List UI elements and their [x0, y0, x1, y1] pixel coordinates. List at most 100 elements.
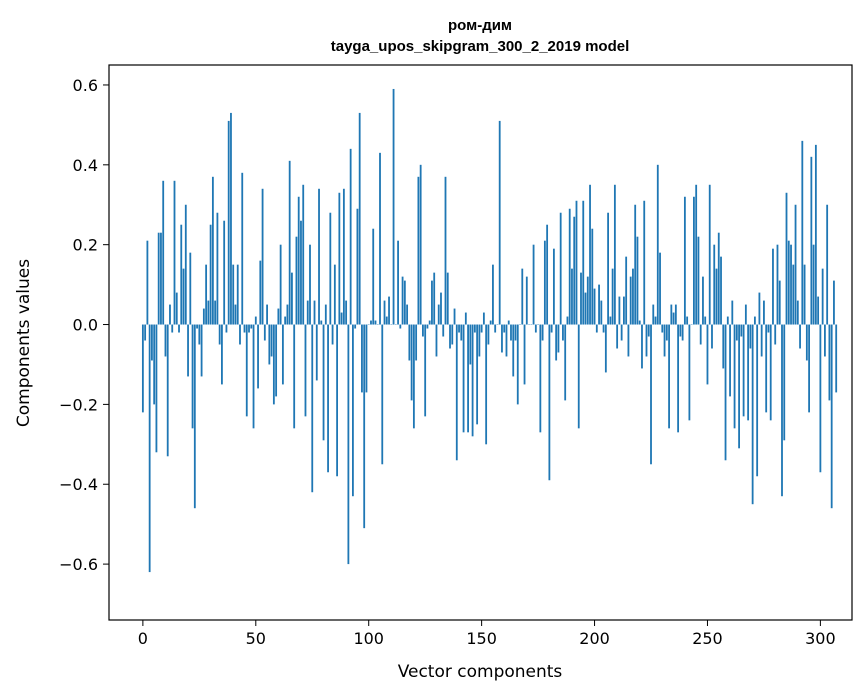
- bar-293: [803, 264, 806, 325]
- bar-271: [753, 316, 756, 325]
- bar-47: [248, 324, 250, 333]
- bar-229: [659, 252, 661, 325]
- bar-195: [582, 200, 585, 325]
- bar-279: [772, 248, 774, 325]
- bar-41: [234, 304, 237, 325]
- bar-183: [555, 324, 558, 361]
- y-tick-label: −0.2: [59, 395, 98, 414]
- y-tick-label: 0.0: [73, 316, 98, 335]
- bar-265: [740, 324, 743, 337]
- bar-86: [336, 324, 338, 477]
- bar-77: [315, 324, 318, 381]
- bar-170: [525, 276, 528, 325]
- bar-284: [783, 324, 786, 441]
- bar-202: [598, 284, 600, 325]
- bar-250: [706, 324, 709, 385]
- x-tick-label: 0: [138, 629, 148, 648]
- bar-128: [431, 280, 433, 325]
- bar-181: [550, 324, 553, 333]
- bar-232: [665, 324, 668, 341]
- bar-203: [600, 300, 603, 325]
- bar-40: [232, 264, 235, 325]
- bar-296: [810, 156, 813, 325]
- bar-303: [826, 204, 829, 325]
- bar-1: [144, 324, 147, 341]
- bar-290: [796, 300, 799, 325]
- bar-212: [620, 324, 623, 341]
- bar-252: [711, 324, 713, 349]
- bar-169: [523, 324, 526, 385]
- bar-136: [449, 324, 451, 349]
- bar-154: [489, 320, 492, 325]
- bar-22: [191, 324, 194, 429]
- bar-285: [785, 192, 788, 325]
- bar-193: [577, 324, 580, 429]
- bar-177: [541, 324, 544, 341]
- bar-165: [514, 324, 517, 341]
- bar-155: [492, 264, 494, 325]
- bar-270: [751, 324, 754, 505]
- bar-121: [415, 324, 418, 361]
- bar-280: [774, 324, 777, 345]
- bar-126: [426, 324, 429, 329]
- bar-60: [277, 308, 280, 325]
- bar-224: [647, 324, 650, 337]
- bar-35: [221, 324, 223, 385]
- bar-73: [306, 300, 309, 325]
- bar-217: [632, 268, 634, 325]
- bar-31: [211, 176, 214, 325]
- bar-148: [476, 324, 479, 425]
- bar-108: [385, 316, 388, 325]
- bar-259: [726, 316, 729, 325]
- bar-124: [422, 324, 424, 337]
- bar-256: [720, 256, 722, 325]
- bar-173: [532, 244, 535, 325]
- bar-28: [205, 264, 208, 325]
- bar-304: [828, 324, 831, 401]
- bar-156: [494, 324, 497, 333]
- bar-115: [401, 276, 404, 325]
- bar-295: [808, 324, 810, 413]
- bar-200: [593, 288, 596, 325]
- bar-81: [324, 304, 327, 325]
- bar-109: [388, 296, 390, 325]
- bar-127: [428, 320, 431, 325]
- bar-132: [440, 292, 442, 325]
- bar-11: [166, 324, 169, 457]
- x-tick-label: 50: [246, 629, 266, 648]
- bar-247: [699, 324, 702, 345]
- bar-220: [638, 320, 641, 325]
- bar-151: [482, 312, 485, 325]
- bar-125: [424, 324, 427, 417]
- bar-64: [286, 304, 289, 325]
- bar-30: [209, 224, 212, 325]
- bar-179: [546, 224, 549, 325]
- bar-245: [695, 184, 698, 325]
- bar-196: [584, 292, 587, 325]
- y-tick-label: 0.4: [73, 156, 98, 175]
- bar-139: [455, 324, 458, 461]
- bar-238: [679, 324, 682, 337]
- bar-75: [311, 324, 314, 493]
- bar-182: [552, 248, 555, 325]
- bar-162: [507, 320, 510, 325]
- bar-248: [702, 276, 704, 325]
- bar-130: [435, 324, 438, 357]
- bar-269: [749, 324, 752, 349]
- bar-251: [708, 184, 711, 325]
- bar-246: [697, 236, 700, 325]
- bar-291: [799, 324, 801, 349]
- bar-141: [460, 324, 463, 341]
- bar-249: [704, 316, 707, 325]
- bar-190: [571, 268, 573, 325]
- bar-180: [548, 324, 551, 481]
- bar-89: [342, 188, 345, 325]
- bar-287: [790, 244, 792, 325]
- bar-23: [193, 324, 196, 509]
- bar-107: [383, 300, 386, 325]
- bar-17: [180, 224, 183, 325]
- bar-219: [636, 236, 639, 325]
- bar-74: [309, 244, 311, 325]
- bar-71: [302, 184, 305, 325]
